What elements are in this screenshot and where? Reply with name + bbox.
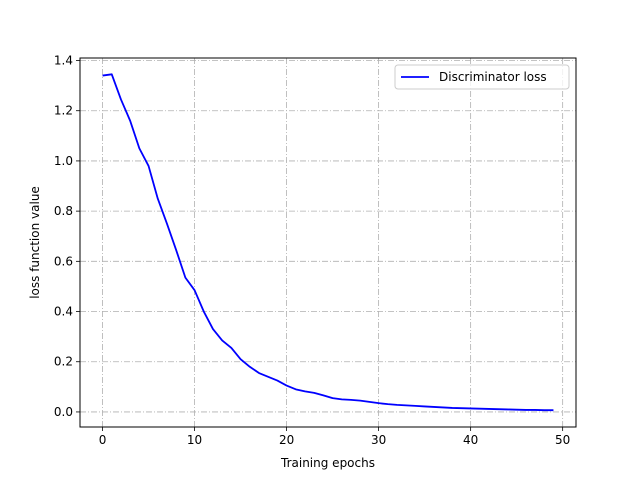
y-tick-label: 1.0 [54, 154, 73, 168]
plot-frame [79, 57, 577, 428]
x-tick-label: 0 [99, 433, 107, 447]
x-tick-label: 50 [555, 433, 570, 447]
y-tick-label: 0.2 [54, 355, 73, 369]
y-tick-label: 0.4 [54, 305, 73, 319]
x-tick-label: 40 [463, 433, 478, 447]
y-tick-label: 1.2 [54, 104, 73, 118]
y-tick-label: 0.8 [54, 204, 73, 218]
x-tick-label: 10 [187, 433, 202, 447]
legend: Discriminator loss [394, 64, 570, 90]
x-axis-label: Training epochs [280, 456, 375, 470]
grid-lines [80, 58, 576, 427]
y-tick-label: 0.0 [54, 405, 73, 419]
y-tick-label: 1.4 [54, 54, 73, 68]
series-layer [102, 73, 554, 412]
legend-label-discriminator-loss: Discriminator loss [439, 70, 547, 84]
y-axis-label: loss function value [28, 186, 42, 299]
x-tick-label: 20 [279, 433, 294, 447]
axis-ticks: 0 10 20 30 40 50 0.0 0.2 0.4 0.6 0.8 1.0 1.2 1.4 [54, 54, 570, 447]
y-tick-label: 0.6 [54, 254, 73, 268]
legend-box [394, 64, 570, 90]
series-line-discriminator-loss [102, 73, 554, 412]
x-tick-label: 30 [371, 433, 386, 447]
